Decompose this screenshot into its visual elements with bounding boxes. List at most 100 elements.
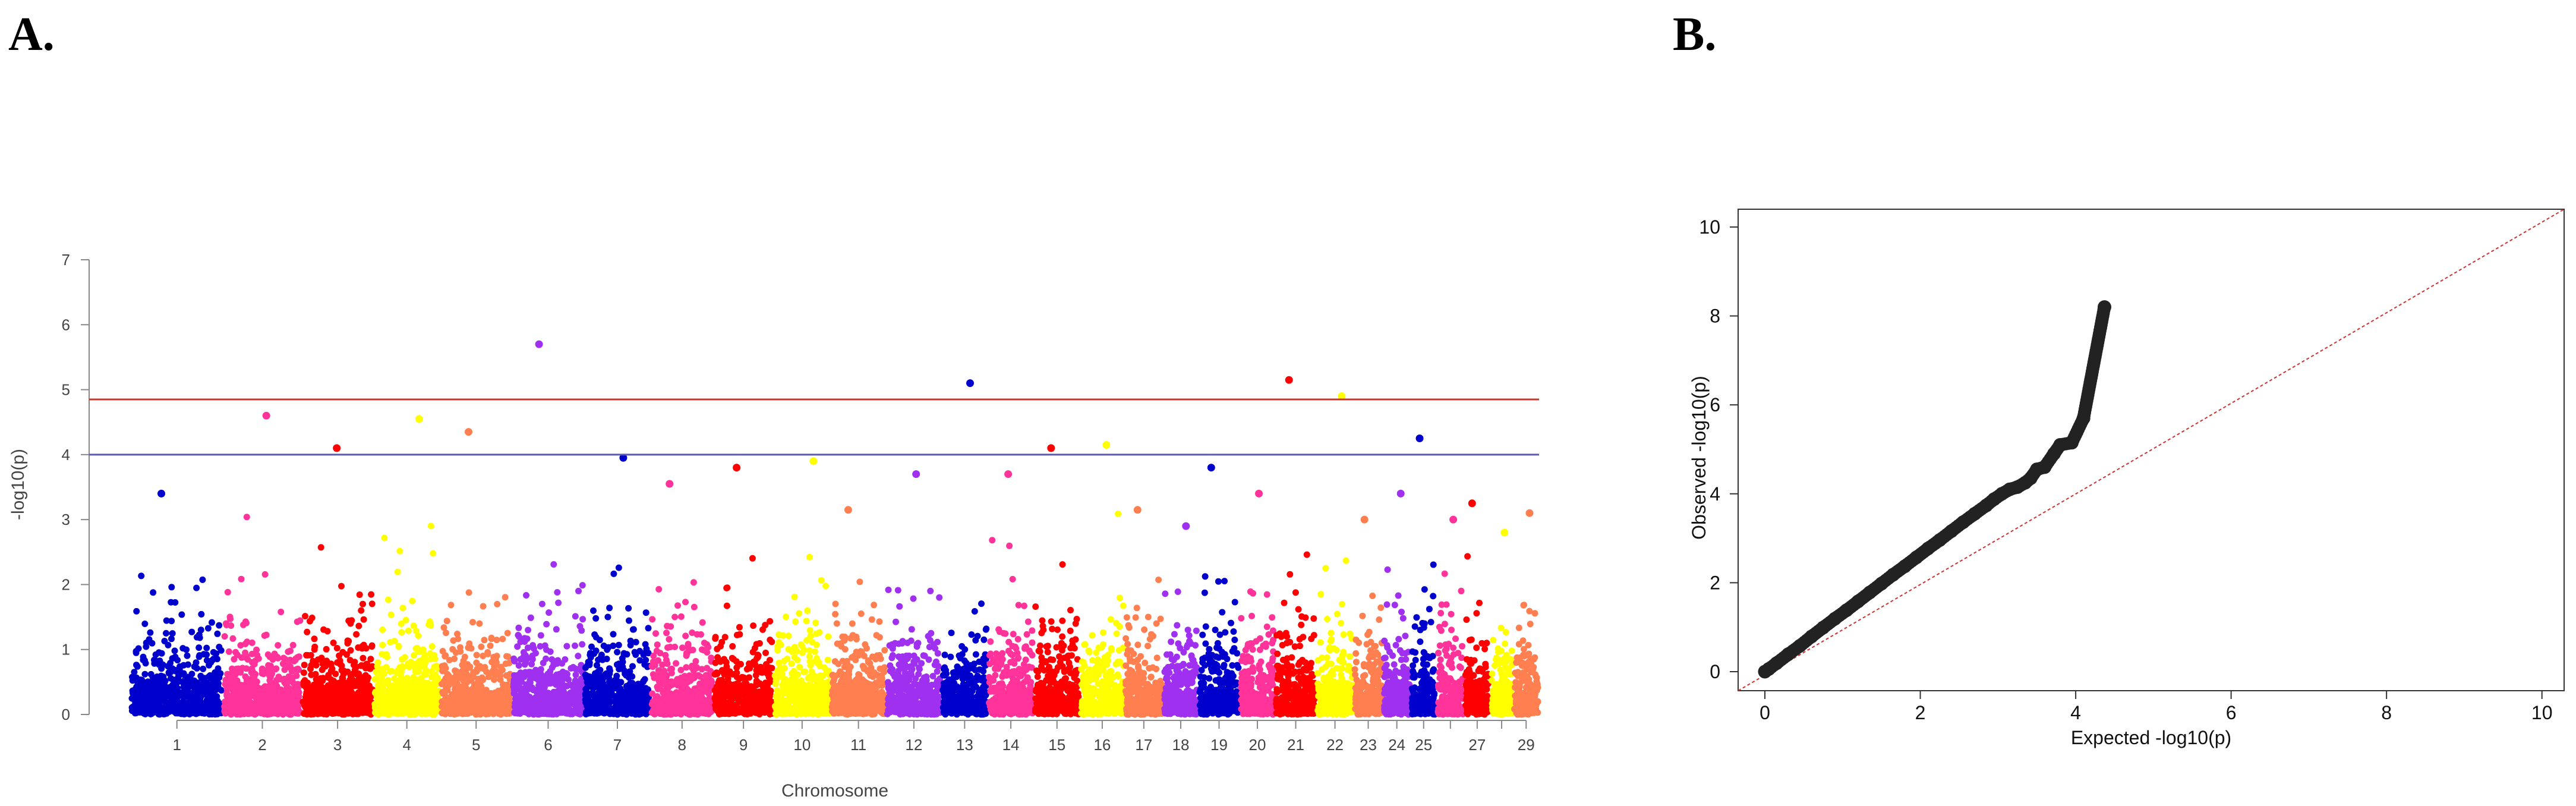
snp-point — [515, 662, 522, 669]
snp-point — [185, 677, 192, 684]
snp-point — [700, 679, 707, 686]
snp-point — [280, 675, 288, 682]
snp-point — [401, 707, 408, 714]
snp-point — [401, 654, 408, 661]
snp-point — [774, 647, 781, 654]
snp-point — [476, 704, 483, 711]
snp-point — [382, 710, 389, 717]
snp-point — [723, 682, 730, 689]
snp-point — [292, 681, 299, 688]
snp-point — [617, 679, 625, 686]
snp-point — [579, 616, 587, 623]
snp-point — [583, 708, 590, 715]
snp-point — [813, 655, 820, 662]
snp-point — [590, 607, 597, 614]
snp-point — [239, 693, 246, 700]
snp-point — [317, 675, 324, 682]
snp-point — [610, 643, 617, 649]
snp-point — [683, 664, 690, 671]
snp-point — [554, 589, 561, 596]
snp-point — [229, 635, 237, 642]
snp-point — [217, 670, 224, 677]
snp-point — [806, 673, 813, 681]
snp-point — [753, 682, 760, 689]
snp-point — [171, 647, 178, 654]
snp-point — [629, 673, 636, 680]
snp-point — [638, 698, 645, 706]
snp-point — [322, 660, 329, 667]
snp-point — [477, 692, 484, 699]
snp-point — [327, 676, 335, 683]
snp-point — [203, 651, 210, 658]
snp-point — [204, 693, 212, 700]
snp-point — [606, 678, 613, 685]
chromosome-9-points — [711, 464, 775, 717]
snp-point — [606, 692, 613, 699]
snp-point — [739, 674, 746, 681]
snp-point — [527, 614, 534, 621]
snp-point — [465, 705, 472, 712]
snp-point — [146, 682, 153, 689]
snp-point — [324, 628, 331, 635]
snp-point — [527, 671, 534, 678]
snp-point — [639, 687, 646, 694]
snp-point — [570, 709, 577, 716]
snp-point — [523, 592, 529, 599]
snp-point — [396, 547, 403, 555]
snp-point — [682, 632, 689, 640]
snp-point — [244, 703, 251, 710]
snp-point — [379, 678, 386, 685]
chromosome-2-points — [221, 411, 304, 718]
snp-point — [783, 613, 789, 621]
snp-point — [520, 649, 527, 656]
snp-point — [191, 663, 198, 670]
snp-point — [164, 701, 171, 709]
snp-point — [772, 681, 779, 687]
snp-point — [791, 593, 798, 600]
snp-point — [443, 618, 450, 625]
snp-point — [653, 707, 660, 714]
snp-point — [389, 683, 396, 690]
snp-point — [321, 692, 328, 698]
snp-point — [336, 652, 343, 659]
snp-point — [368, 591, 375, 598]
snp-point — [427, 650, 434, 657]
snp-point — [613, 695, 620, 702]
snp-point — [405, 627, 412, 634]
snp-point — [313, 694, 320, 701]
snp-point — [365, 674, 371, 681]
snp-point — [146, 690, 153, 697]
snp-point — [601, 694, 608, 701]
snp-point — [169, 655, 176, 662]
snp-point — [285, 694, 292, 701]
snp-point — [666, 636, 673, 643]
snp-point — [169, 681, 176, 688]
snp-point — [762, 649, 769, 656]
snp-point — [765, 695, 772, 702]
snp-point — [353, 631, 360, 638]
snp-point — [517, 688, 524, 695]
snp-point — [500, 692, 507, 699]
snp-point — [585, 679, 592, 686]
snp-point — [756, 707, 763, 714]
snp-point — [606, 684, 613, 691]
snp-point — [655, 585, 663, 593]
snp-point — [169, 692, 176, 700]
snp-point — [200, 682, 207, 689]
manhattan-x-axis-label: Chromosome — [781, 781, 888, 801]
snp-point — [543, 709, 549, 716]
snp-point — [301, 709, 308, 716]
snp-point — [415, 709, 422, 716]
snp-point — [360, 687, 367, 694]
snp-point — [161, 710, 168, 717]
snp-point — [374, 659, 381, 666]
snp-point — [131, 669, 138, 676]
snp-point — [728, 694, 735, 701]
snp-point — [248, 650, 256, 657]
snp-point — [416, 657, 423, 665]
snp-point — [185, 706, 192, 713]
snp-point — [499, 635, 506, 643]
manhattan-y-tick-label: 4 — [62, 446, 70, 464]
snp-point — [823, 669, 830, 676]
snp-point — [777, 641, 784, 648]
